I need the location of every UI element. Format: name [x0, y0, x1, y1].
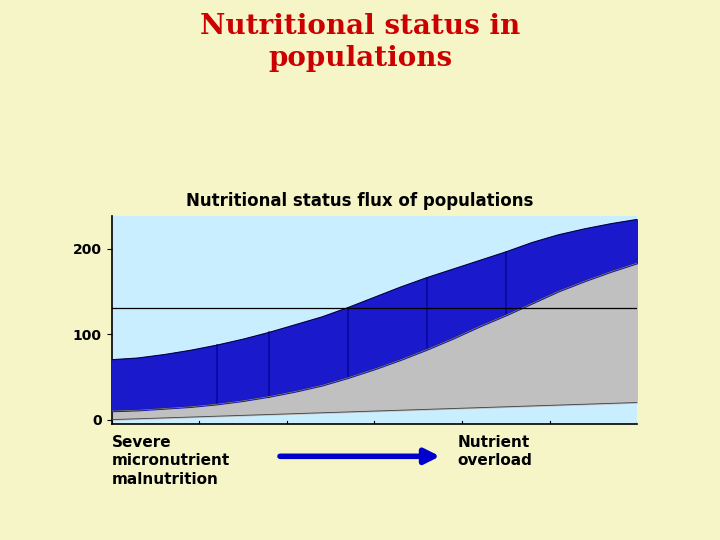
- Text: Nutrient
overload: Nutrient overload: [457, 435, 532, 468]
- Text: Severe
micronutrient
malnutrition: Severe micronutrient malnutrition: [112, 435, 230, 487]
- Text: Nutritional status flux of populations: Nutritional status flux of populations: [186, 192, 534, 210]
- Text: Nutritional status in
populations: Nutritional status in populations: [200, 14, 520, 72]
